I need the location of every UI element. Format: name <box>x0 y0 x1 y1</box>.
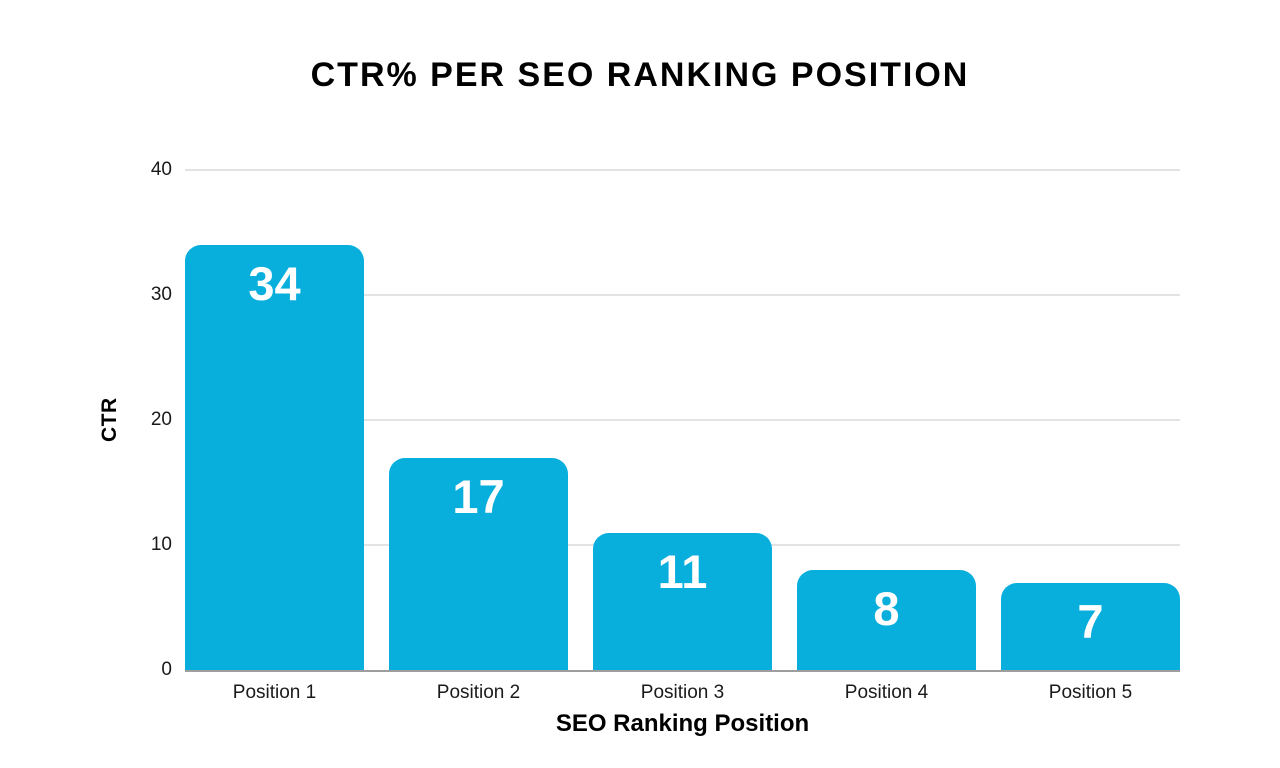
bar-value-label: 7 <box>1077 594 1104 648</box>
y-tick-label-40: 40 <box>150 159 172 180</box>
bar-position-4: 8 <box>797 570 976 670</box>
x-tick-label-4: Position 4 <box>844 682 929 703</box>
bar-position-3: 11 <box>593 532 772 670</box>
plot-area: CTR SEO Ranking Position 0 10 20 30 40 34 Posi… <box>98 159 1180 737</box>
bar-value-label: 11 <box>657 544 708 598</box>
y-tick-label-0: 0 <box>161 659 172 680</box>
bar-position-2: 17 <box>389 457 568 670</box>
x-axis-title: SEO Ranking Position <box>555 710 810 737</box>
y-tick-label-30: 30 <box>150 284 172 305</box>
bar-value-label: 17 <box>452 469 505 523</box>
y-tick-label-20: 20 <box>150 409 172 430</box>
gridline-40 <box>185 169 1180 171</box>
x-tick-label-1: Position 1 <box>232 682 317 703</box>
bar-position-5: 7 <box>1001 582 1180 670</box>
x-axis-line <box>185 670 1180 672</box>
bar-value-label: 8 <box>873 582 900 635</box>
chart-title: CTR% PER SEO RANKING POSITION <box>310 56 970 94</box>
x-tick-label-2: Position 2 <box>436 682 521 703</box>
bar-value-label: 34 <box>248 257 301 310</box>
gridline-20 <box>185 419 1180 421</box>
y-tick-label-10: 10 <box>150 534 172 555</box>
gridline-30 <box>185 294 1180 296</box>
bar-position-1: 34 <box>185 245 364 670</box>
x-tick-label-3: Position 3 <box>640 682 725 703</box>
x-tick-label-5: Position 5 <box>1048 682 1133 703</box>
